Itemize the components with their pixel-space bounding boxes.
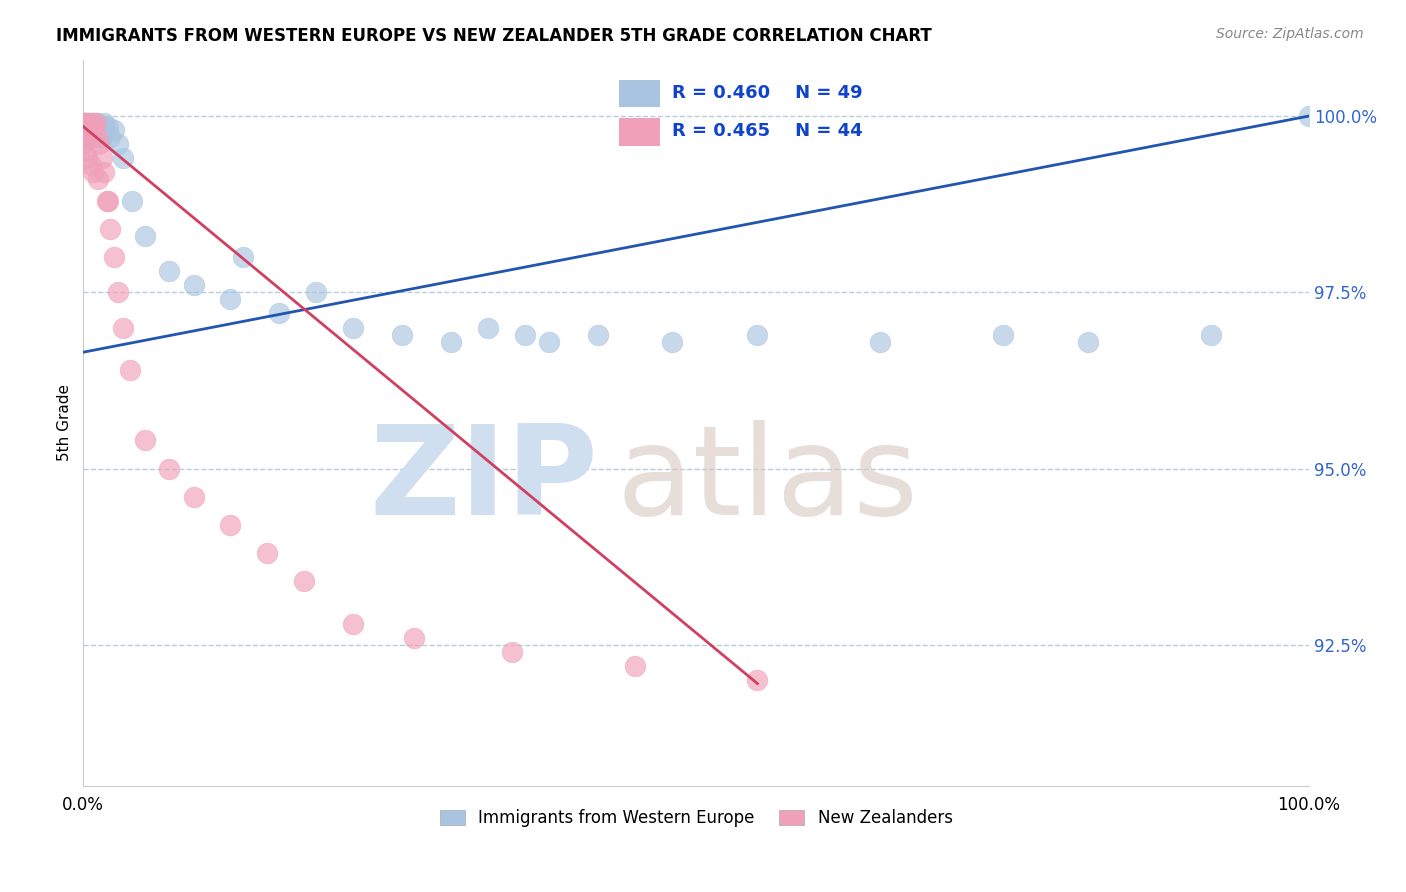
Point [76, 123, 98, 137]
Point [183, 490, 205, 504]
Point [538, 334, 561, 349]
Point [111, 320, 134, 334]
Point [76, 120, 98, 134]
Point [89, 137, 111, 152]
Point [404, 631, 426, 645]
Text: Source: ZipAtlas.com: Source: ZipAtlas.com [1216, 27, 1364, 41]
Point [80, 120, 103, 134]
Point [747, 327, 769, 342]
Point [97, 120, 120, 134]
Point [83, 123, 105, 137]
Point [107, 285, 129, 300]
Point [501, 645, 523, 659]
Point [73, 116, 96, 130]
Point [80, 120, 103, 134]
Point [661, 334, 683, 349]
Point [586, 327, 609, 342]
Point [86, 130, 108, 145]
Point [79, 123, 101, 137]
Point [292, 574, 315, 589]
Point [157, 461, 180, 475]
Y-axis label: 5th Grade: 5th Grade [58, 384, 72, 461]
Point [82, 165, 104, 179]
Point [87, 123, 110, 137]
Point [76, 130, 98, 145]
Point [513, 327, 536, 342]
Point [134, 228, 156, 243]
Point [79, 123, 101, 137]
Point [991, 327, 1014, 342]
Point [73, 123, 96, 137]
Point [869, 334, 891, 349]
Point [91, 120, 114, 134]
Point [76, 127, 98, 141]
Point [90, 151, 112, 165]
Point [93, 116, 115, 130]
Point [84, 120, 107, 134]
Point [111, 151, 134, 165]
Point [72, 116, 94, 130]
Point [232, 250, 254, 264]
Point [87, 172, 110, 186]
Text: ZIP: ZIP [370, 420, 598, 541]
Point [79, 158, 101, 172]
Point [73, 116, 96, 130]
Point [477, 320, 499, 334]
Point [77, 116, 100, 130]
Point [82, 116, 104, 130]
Point [219, 293, 242, 307]
Point [121, 194, 143, 208]
Point [75, 145, 97, 159]
Point [83, 123, 105, 137]
Point [94, 123, 117, 137]
Point [269, 306, 291, 320]
Point [391, 327, 413, 342]
Text: IMMIGRANTS FROM WESTERN EUROPE VS NEW ZEALANDER 5TH GRADE CORRELATION CHART: IMMIGRANTS FROM WESTERN EUROPE VS NEW ZE… [56, 27, 932, 45]
Point [97, 194, 120, 208]
Point [79, 116, 101, 130]
Point [75, 123, 97, 137]
Point [77, 123, 100, 137]
Point [1199, 327, 1222, 342]
Point [440, 334, 463, 349]
Text: atlas: atlas [616, 420, 918, 541]
Point [342, 320, 364, 334]
Point [93, 165, 115, 179]
Point [98, 222, 121, 236]
Point [77, 116, 100, 130]
Point [96, 194, 118, 208]
Point [1298, 109, 1320, 123]
Point [76, 151, 98, 165]
Point [90, 130, 112, 145]
Point [79, 130, 101, 145]
Point [79, 123, 101, 137]
Point [86, 116, 108, 130]
Point [624, 659, 647, 673]
Point [256, 546, 278, 560]
Point [1077, 334, 1099, 349]
Point [219, 517, 242, 532]
Point [72, 137, 94, 152]
Legend: Immigrants from Western Europe, New Zealanders: Immigrants from Western Europe, New Zeal… [432, 801, 962, 836]
Point [72, 116, 94, 130]
Point [98, 130, 121, 145]
Point [103, 123, 125, 137]
Point [75, 130, 97, 145]
Point [84, 116, 107, 130]
Point [305, 285, 328, 300]
Point [82, 116, 104, 130]
Point [183, 278, 205, 293]
Point [107, 137, 129, 152]
Point [157, 264, 180, 278]
Point [103, 250, 125, 264]
Point [342, 616, 364, 631]
Point [89, 127, 111, 141]
Point [75, 116, 97, 130]
Point [79, 120, 101, 134]
Point [118, 363, 141, 377]
Point [747, 673, 769, 687]
Point [84, 130, 107, 145]
Point [79, 127, 101, 141]
Point [134, 434, 156, 448]
